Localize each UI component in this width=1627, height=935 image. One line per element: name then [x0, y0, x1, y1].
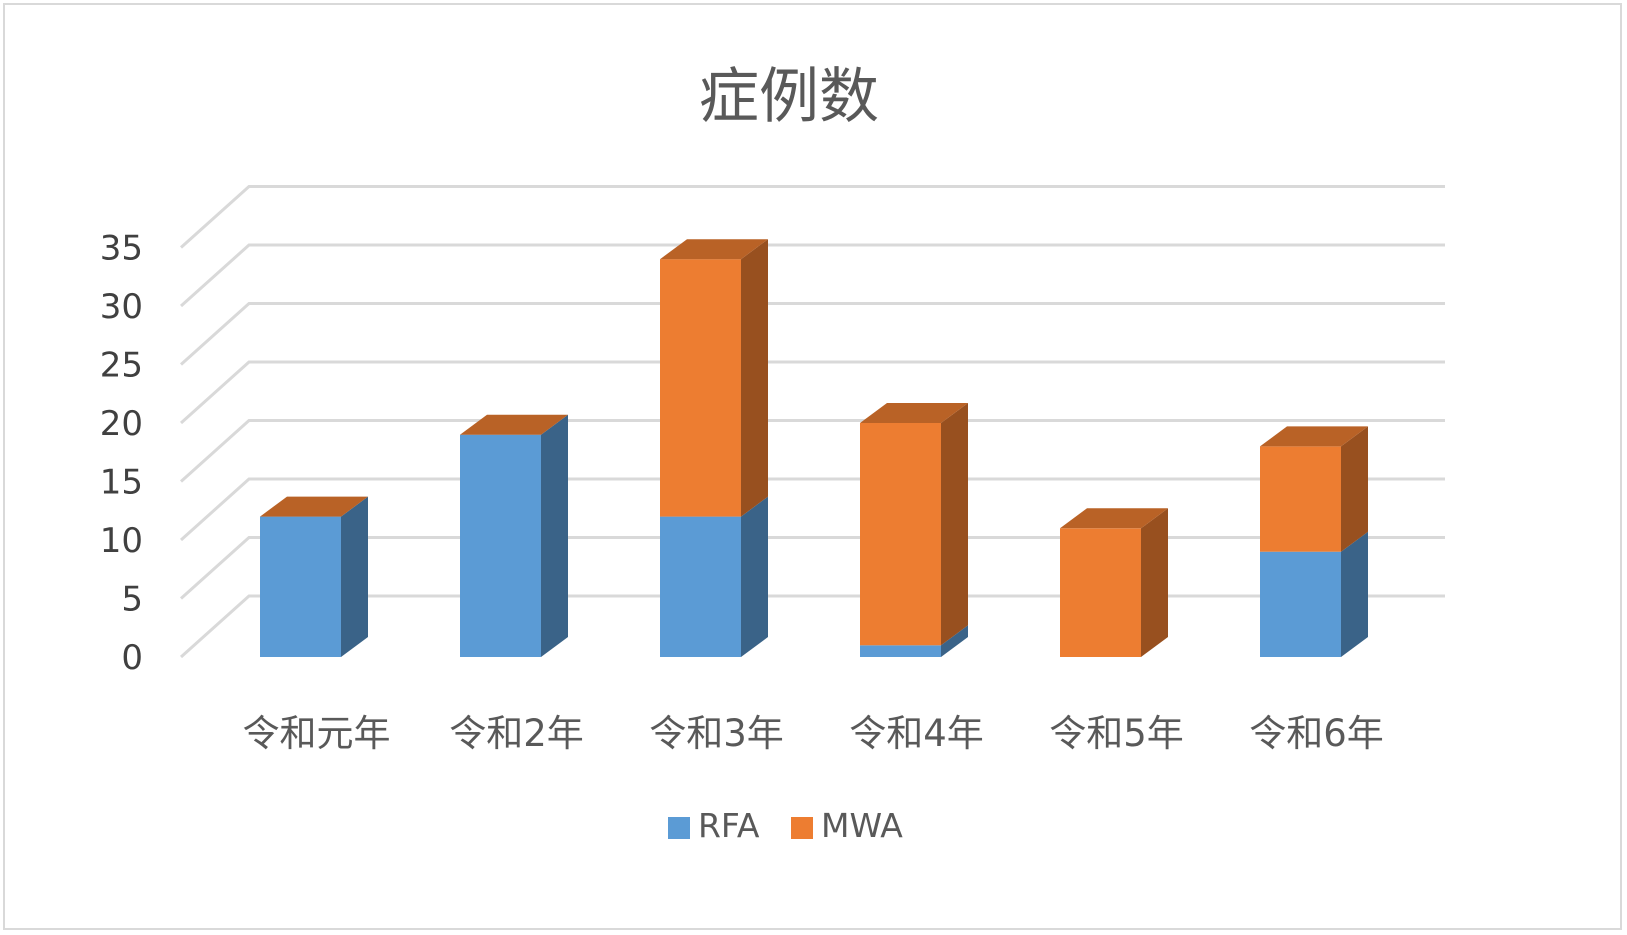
bar-front [1260, 551, 1341, 657]
gridline [179, 243, 1445, 308]
bars [260, 239, 1368, 657]
bar-top-1 [260, 496, 368, 517]
x-axis-categories: 令和元年 令和2年 令和3年 令和4年 令和5年 令和6年 [243, 712, 1384, 755]
bar-side [741, 496, 768, 657]
gridline [179, 594, 1445, 659]
bar-front [460, 434, 541, 657]
y-tick-label: 5 [121, 580, 143, 620]
y-tick-label: 35 [100, 229, 143, 269]
x-category-label: 令和3年 [649, 712, 784, 755]
bar-side [941, 403, 968, 646]
bar-front [1060, 528, 1141, 657]
legend-swatch [791, 817, 813, 839]
legend-label: MWA [821, 806, 903, 845]
bar-front [860, 645, 941, 657]
x-category-label: 令和2年 [449, 712, 584, 755]
bar-mwa-5 [1060, 508, 1168, 657]
gridline [179, 477, 1445, 542]
y-tick-label: 10 [100, 521, 143, 561]
gridline [179, 536, 1445, 600]
legend-swatch [668, 817, 690, 839]
bar-rfa-6 [1260, 531, 1368, 657]
bar-rfa-3 [660, 496, 768, 657]
y-tick-label: 25 [100, 346, 143, 386]
bar-front [660, 259, 741, 517]
legend-item-mwa: MWA [791, 806, 903, 845]
legend-label: RFA [698, 806, 760, 845]
y-tick-label: 30 [100, 287, 143, 327]
chart-frame: 症例数 0 5 10 15 20 25 30 35 令和元年 令和2年 令和3年 令和4年 令和5年令… [3, 3, 1622, 930]
y-tick-label: 0 [121, 638, 143, 678]
gridline [179, 185, 1445, 249]
bar-side [1141, 508, 1168, 657]
x-category-label: 令和元年 [243, 712, 391, 755]
bar-top-2 [460, 414, 568, 435]
bar-top-4 [860, 403, 968, 423]
bar-front [660, 516, 741, 657]
chart-svg: 症例数 05101520253035 令和元年 令和2年 令和3年 令和4年 令和5年令… [100, 62, 1445, 845]
y-tick-label: 20 [100, 404, 143, 444]
bar-mwa-4 [860, 403, 968, 646]
y-axis-ticks: 0 5 10 15 20 25 30 35 [100, 229, 143, 679]
chart-title: 症例数 [699, 62, 879, 132]
bar-side [941, 625, 968, 657]
x-category-label: 令和6年 [1249, 712, 1384, 755]
gridlines [179, 185, 1445, 659]
bar-side [741, 239, 768, 517]
bar-rfa-4 [860, 625, 968, 657]
legend: RFA MWA [668, 806, 903, 845]
bar-mwa-3 [660, 239, 768, 517]
bar-side [341, 496, 368, 657]
gridline [179, 360, 1445, 425]
bar-front [860, 423, 941, 646]
bar-top-3 [660, 239, 768, 260]
bar-top-5 [1060, 508, 1168, 529]
bar-rfa-1 [260, 496, 368, 657]
x-category-label: 令和4年 [849, 712, 984, 755]
bar-front [260, 516, 341, 657]
bar-side [541, 414, 568, 657]
bar-side [1341, 531, 1368, 657]
bar-side [1341, 426, 1368, 552]
y-tick-label: 15 [100, 463, 143, 503]
bar-mwa-6 [1260, 426, 1368, 552]
bar-top-6 [1260, 426, 1368, 447]
gridline [179, 302, 1445, 366]
legend-item-rfa: RFA [668, 806, 760, 845]
bar-front [1260, 446, 1341, 552]
gridline [179, 419, 1445, 483]
x-category-label: 令和5年 [1049, 712, 1184, 755]
bar-rfa-2 [460, 414, 568, 657]
